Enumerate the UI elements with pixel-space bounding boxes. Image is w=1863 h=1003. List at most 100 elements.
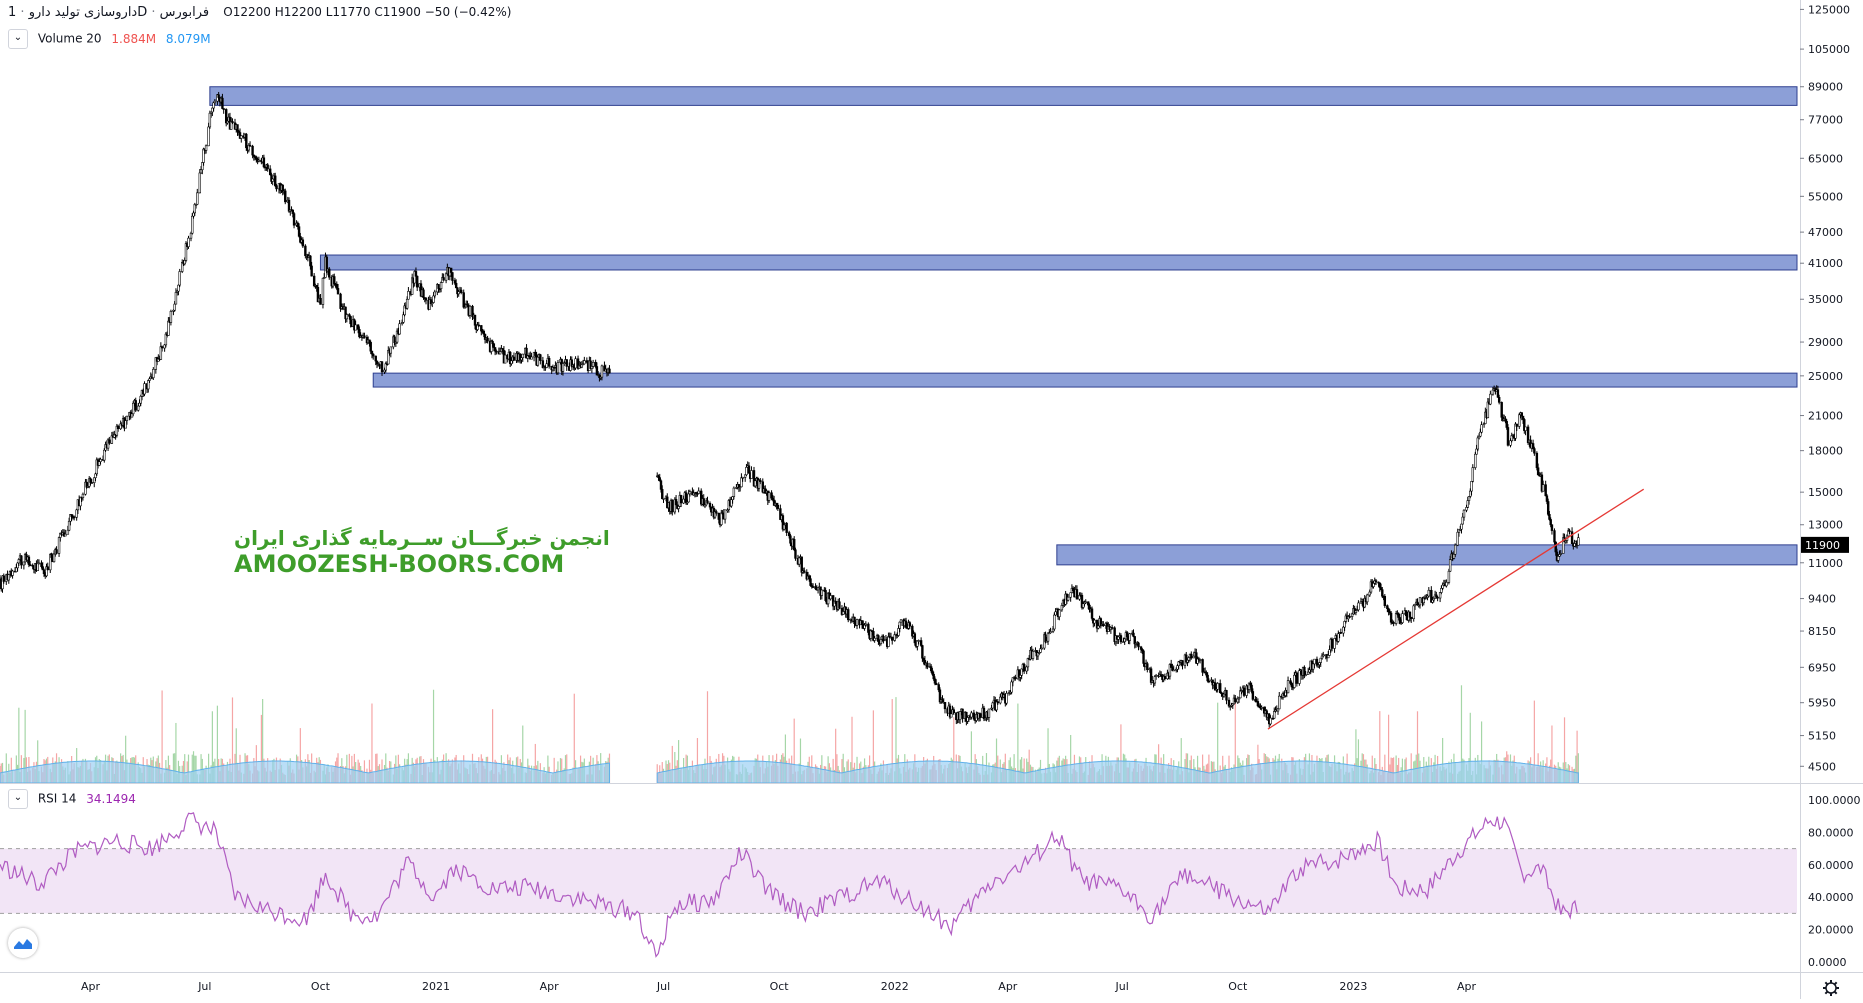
symbol-name[interactable]: داروسازی تولید دارو xyxy=(28,5,138,20)
candle-body xyxy=(1461,516,1464,525)
volume-legend-name[interactable]: Volume 20 xyxy=(37,31,102,46)
time-tick-label: Jul xyxy=(656,980,670,993)
candle-body xyxy=(1422,597,1425,604)
time-tick-label: 2022 xyxy=(881,980,909,993)
candle-body xyxy=(251,145,254,156)
chevron-down-icon[interactable]: ⌄ xyxy=(8,789,28,809)
candle-body xyxy=(304,245,307,256)
interval-label[interactable]: 1D xyxy=(8,5,148,20)
candle-body xyxy=(600,365,604,378)
candle-body xyxy=(1149,668,1153,683)
candle-body xyxy=(1432,597,1436,601)
settings-gear-icon[interactable] xyxy=(1823,980,1839,996)
resistance-zone[interactable] xyxy=(372,372,1798,388)
candle-body xyxy=(863,624,866,629)
candle-body xyxy=(493,347,497,352)
candle-body xyxy=(28,564,32,566)
candle-body xyxy=(1311,663,1315,670)
candle-body xyxy=(872,631,875,641)
candle-body xyxy=(40,562,43,567)
candle-body xyxy=(1559,553,1562,555)
candle-body xyxy=(1521,415,1525,420)
candle-body xyxy=(1412,605,1415,620)
candle-body xyxy=(292,213,296,226)
candle-body xyxy=(1476,437,1480,450)
candle-body xyxy=(1249,682,1252,686)
candle-body xyxy=(1075,589,1079,600)
candle-body xyxy=(879,639,883,644)
candle-body xyxy=(961,708,964,719)
candle-body xyxy=(159,346,163,360)
candle-body xyxy=(1491,389,1495,395)
candle-body xyxy=(794,549,797,559)
candle-body xyxy=(717,512,721,520)
resistance-zone[interactable] xyxy=(1056,544,1798,566)
resistance-zones[interactable] xyxy=(209,86,1798,566)
candle-body xyxy=(52,553,56,563)
candle-body xyxy=(1524,426,1527,431)
candle-body xyxy=(1410,616,1413,620)
candle-body xyxy=(1480,424,1483,433)
candle-body xyxy=(1401,613,1404,623)
candle-body xyxy=(375,360,379,365)
candle-body xyxy=(1550,524,1554,531)
candle-body xyxy=(41,566,44,571)
candle-body xyxy=(1031,650,1035,659)
candle-body xyxy=(1378,582,1381,588)
tradingview-logo-glyph xyxy=(14,939,32,949)
candle-body xyxy=(125,415,129,421)
candle-body xyxy=(211,107,214,113)
candle-body xyxy=(1176,665,1179,670)
candle-body xyxy=(1509,440,1512,446)
candle-body xyxy=(934,682,938,685)
candle-body xyxy=(1234,697,1237,703)
candle-body xyxy=(1374,580,1378,583)
candle-body xyxy=(1207,680,1211,683)
candle-body xyxy=(838,601,841,609)
symbol-legend: داروسازی تولید دارو · 1D · فرابورس O1220… xyxy=(8,5,512,20)
tradingview-logo-icon[interactable] xyxy=(8,928,38,958)
candle-body xyxy=(842,611,845,615)
candle-body xyxy=(1453,544,1457,555)
candle-body xyxy=(658,477,661,482)
candle-body xyxy=(1523,419,1526,431)
candle-body xyxy=(1394,613,1398,624)
candle-body xyxy=(1531,443,1535,449)
candle-body xyxy=(1379,587,1383,590)
candle-body xyxy=(731,496,734,500)
candle-body xyxy=(929,666,933,672)
chevron-down-icon[interactable]: ⌄ xyxy=(8,29,28,49)
candle-body xyxy=(183,260,186,265)
exchange-label: فرابورس xyxy=(159,5,210,20)
rsi-legend-name[interactable]: RSI 14 xyxy=(37,791,77,806)
resistance-zone[interactable] xyxy=(319,254,1798,271)
candle-body xyxy=(1128,633,1131,641)
candle-body xyxy=(1474,453,1477,468)
candle-body xyxy=(1133,636,1136,645)
candle-body xyxy=(521,353,524,359)
resistance-zone[interactable] xyxy=(209,86,1798,106)
candle-body xyxy=(1010,681,1013,693)
candle-body xyxy=(16,562,19,569)
candle-body xyxy=(1383,596,1387,606)
price-tick-label: 65000 xyxy=(1808,152,1843,165)
candle-body xyxy=(1102,624,1105,626)
candle-body xyxy=(1570,531,1574,544)
candle-body xyxy=(495,350,498,353)
candle-body xyxy=(271,178,274,182)
candle-body xyxy=(908,622,912,627)
candle-body xyxy=(1456,531,1459,546)
support-trendline[interactable] xyxy=(1267,488,1645,730)
candle-body xyxy=(1168,664,1172,677)
candle-body xyxy=(747,465,751,474)
candle-body xyxy=(534,351,537,356)
candle-body xyxy=(1452,553,1456,559)
candle-body xyxy=(1227,699,1231,707)
candle-body xyxy=(116,425,120,430)
trendline-group[interactable] xyxy=(1267,488,1645,730)
candle-body xyxy=(319,298,322,305)
candle-body xyxy=(1126,632,1129,638)
candle-body xyxy=(1418,597,1422,606)
